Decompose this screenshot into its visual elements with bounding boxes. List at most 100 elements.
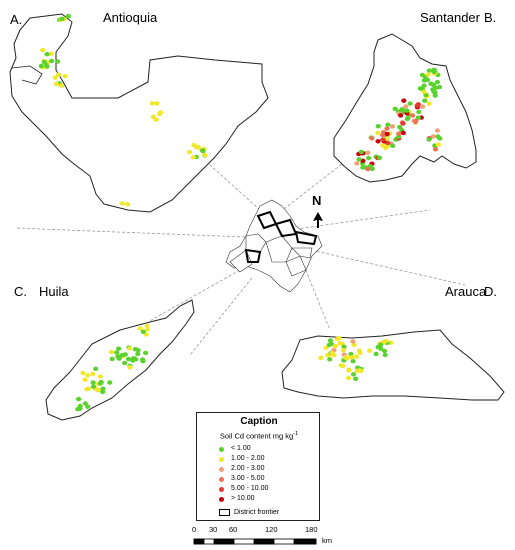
- sample-point: [40, 47, 46, 53]
- sample-point: [390, 143, 396, 148]
- legend-label-1: < 1.00: [231, 445, 251, 452]
- sample-point: [157, 111, 163, 117]
- sample-point: [365, 150, 371, 155]
- sample-point: [116, 346, 122, 351]
- sample-point: [422, 98, 428, 103]
- sample-point: [388, 340, 394, 345]
- sample-point: [65, 14, 71, 19]
- sample-point: [186, 149, 193, 155]
- huila-letter: C.: [14, 284, 27, 299]
- sample-point: [432, 147, 439, 152]
- sample-point: [44, 52, 50, 57]
- legend-subtitle: Soil Cd content mg kg-1: [219, 431, 299, 441]
- sample-point: [327, 357, 333, 362]
- legend-label-frontier: District frontier: [234, 509, 280, 516]
- sample-point: [435, 142, 441, 147]
- sample-point: [116, 356, 122, 361]
- sample-point: [122, 352, 128, 357]
- sample-point: [52, 75, 58, 80]
- sample-point: [332, 343, 338, 349]
- sample-point: [351, 342, 357, 347]
- sample-point: [434, 128, 440, 133]
- sample-point: [356, 157, 362, 162]
- colombia-overview: [225, 199, 323, 293]
- sample-point: [405, 115, 411, 121]
- legend-swatch-2: [219, 456, 224, 462]
- sample-point: [397, 124, 403, 130]
- sample-point: [107, 380, 113, 385]
- sample-point: [97, 381, 103, 386]
- scale-bar: [193, 538, 317, 545]
- sample-point: [55, 59, 61, 64]
- sample-point: [95, 387, 101, 393]
- sample-point: [384, 131, 390, 137]
- sample-point: [434, 79, 440, 85]
- sample-point: [129, 357, 136, 362]
- sample-point: [431, 69, 437, 75]
- sample-point: [127, 365, 133, 370]
- sample-point: [421, 89, 427, 95]
- sample-point: [122, 360, 128, 366]
- sample-point: [426, 137, 432, 142]
- sample-point: [90, 384, 97, 389]
- scale-unit: km: [322, 536, 332, 545]
- sample-point: [417, 86, 423, 91]
- sample-point: [323, 345, 329, 350]
- sample-point: [154, 101, 160, 106]
- sample-point: [90, 371, 96, 377]
- scale-tick-180: 180: [305, 525, 318, 534]
- sample-point: [329, 350, 335, 356]
- sample-point: [190, 155, 196, 160]
- sample-points: [38, 14, 443, 412]
- scale-tick-120: 120: [265, 525, 278, 534]
- santander-letter: B.: [484, 10, 496, 25]
- sample-point: [85, 373, 91, 378]
- antioquia-inner-line: [11, 65, 43, 85]
- sample-point: [403, 104, 409, 109]
- sample-point: [413, 118, 419, 124]
- antioquia-letter: A.: [10, 12, 22, 27]
- sample-point: [426, 101, 432, 106]
- sample-point: [358, 368, 364, 373]
- sample-point: [336, 336, 342, 341]
- sample-point: [140, 329, 146, 334]
- sample-point: [350, 359, 356, 364]
- legend-label-4: 3.00 - 5.00: [231, 475, 265, 482]
- arauca-letter: D.: [484, 284, 497, 299]
- scale-tick-60: 60: [229, 525, 238, 534]
- sample-point: [327, 338, 333, 343]
- sample-point: [346, 375, 352, 381]
- sample-point: [59, 83, 65, 88]
- sample-point: [318, 355, 324, 361]
- sample-point: [200, 148, 206, 154]
- sample-point: [378, 346, 384, 351]
- sample-point: [202, 152, 208, 158]
- sample-point: [378, 342, 384, 347]
- sample-point: [80, 370, 86, 376]
- sample-point: [375, 124, 381, 129]
- sample-point: [384, 126, 390, 131]
- sample-point: [436, 84, 443, 90]
- sample-point: [144, 323, 150, 329]
- santander-title: Santander: [420, 10, 481, 25]
- sample-point: [100, 389, 106, 395]
- sample-point: [381, 348, 388, 354]
- sample-point: [144, 327, 150, 332]
- sample-point: [119, 201, 125, 206]
- sample-point: [49, 58, 55, 64]
- sample-point: [366, 155, 372, 161]
- sample-point: [415, 115, 421, 120]
- sample-point: [398, 113, 404, 118]
- sample-point: [407, 101, 413, 106]
- sample-point: [41, 60, 48, 65]
- legend-swatch-3: [219, 466, 224, 472]
- sample-point: [97, 374, 103, 379]
- sample-point: [85, 404, 91, 409]
- sample-point: [367, 348, 373, 353]
- sample-point: [149, 101, 155, 106]
- sample-point: [346, 367, 352, 373]
- sample-point: [341, 344, 347, 349]
- sample-point: [375, 139, 381, 144]
- overview-highlighted-districts: [244, 210, 318, 263]
